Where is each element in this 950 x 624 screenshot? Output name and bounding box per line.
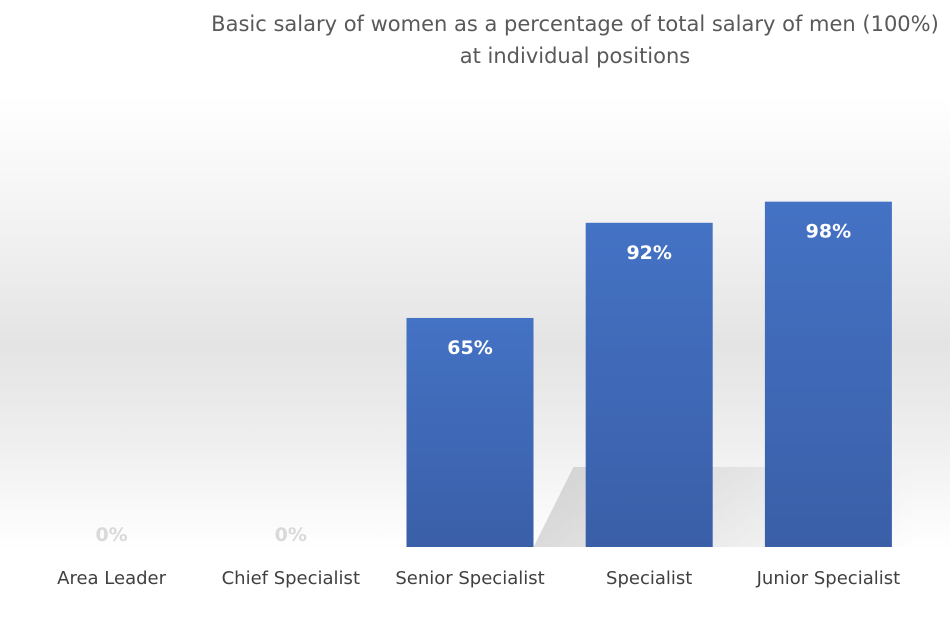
data-label-area-leader: 0% xyxy=(95,524,127,546)
bar-senior-specialist xyxy=(406,317,534,547)
bars-layer xyxy=(406,201,918,548)
x-tick-chief-specialist: Chief Specialist xyxy=(222,568,360,589)
x-tick-area-leader: Area Leader xyxy=(57,568,166,589)
x-axis-ticks: Area Leader Chief Specialist Senior Specia… xyxy=(57,568,900,589)
x-tick-junior-specialist: Junior Specialist xyxy=(756,568,901,589)
labels-layer: 0% 0% 65% 92% 98% xyxy=(95,221,851,546)
x-tick-senior-specialist: Senior Specialist xyxy=(395,568,544,589)
data-label-junior-specialist: 98% xyxy=(806,221,851,243)
bar-junior-specialist xyxy=(764,201,892,547)
x-tick-specialist: Specialist xyxy=(606,568,692,589)
bar-specialist xyxy=(585,222,713,548)
data-label-chief-specialist: 0% xyxy=(275,524,307,546)
chart-title: Basic salary of women as a percentage of… xyxy=(211,12,939,68)
data-label-senior-specialist: 65% xyxy=(447,337,492,359)
data-label-specialist: 92% xyxy=(626,242,671,264)
